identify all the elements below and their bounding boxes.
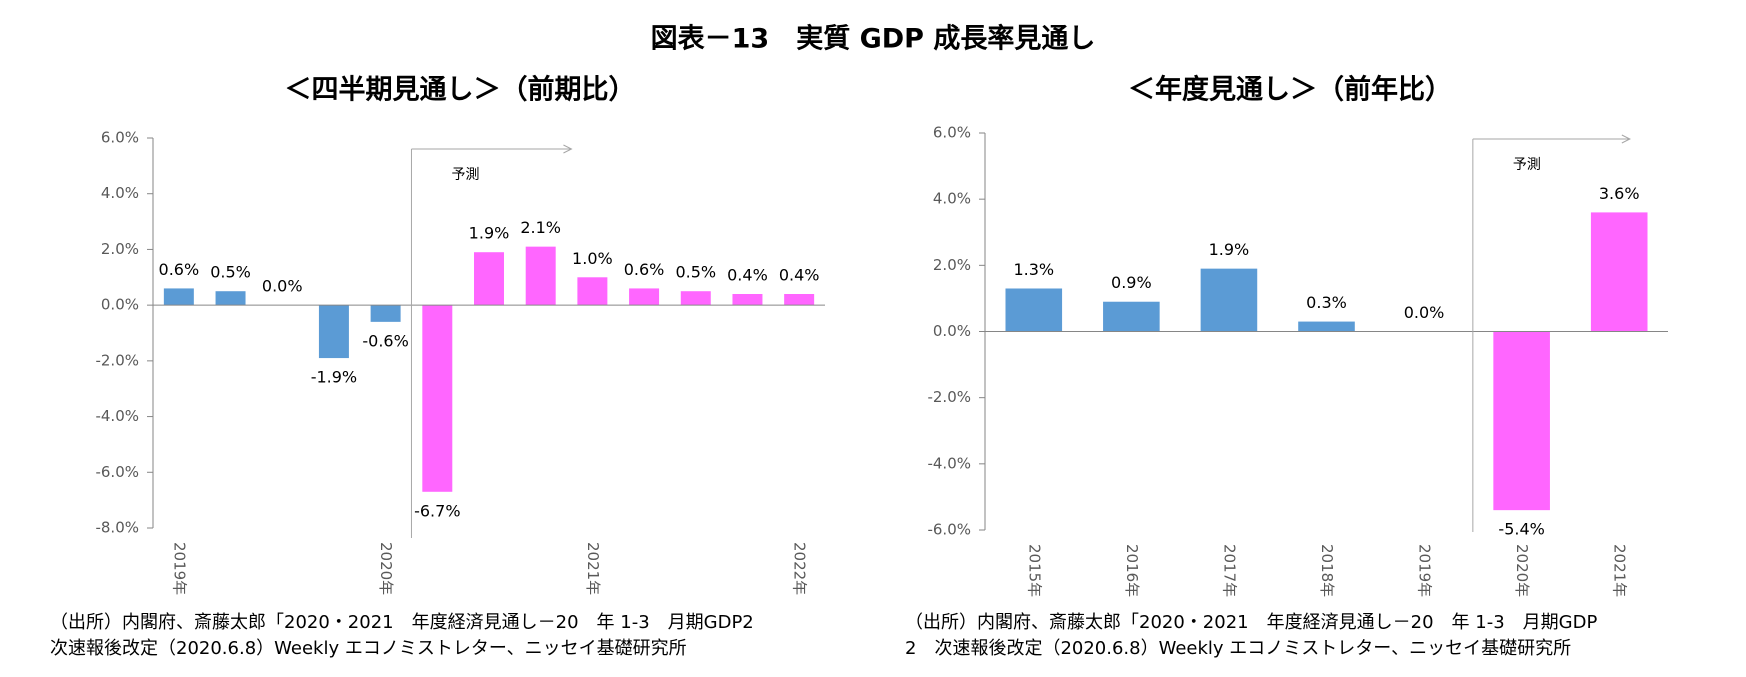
- y-tick-label: -8.0%: [95, 519, 139, 537]
- chart-title: ＜四半期見通し＞（前期比）: [285, 74, 636, 106]
- y-tick-label: 2.0%: [101, 240, 139, 258]
- forecast-arrowhead: [1621, 134, 1631, 144]
- value-label: 1.3%: [1013, 260, 1054, 279]
- forecast-label: 予測: [1513, 157, 1541, 173]
- source-note: 2 次速報後改定（2020.6.8）Weekly エコノミストレター、ニッセイ基…: [905, 638, 1571, 659]
- value-label: 0.5%: [210, 263, 251, 282]
- y-tick-label: 0.0%: [101, 296, 139, 314]
- bar: [525, 246, 556, 306]
- forecast-arrowhead: [563, 144, 573, 154]
- y-tick-label: 4.0%: [101, 184, 139, 202]
- x-tick-label: 2018年: [1318, 544, 1336, 597]
- chart-title: ＜年度見通し＞（前年比）: [1128, 74, 1452, 106]
- y-tick-label: 0.0%: [933, 322, 971, 340]
- bar: [577, 277, 608, 306]
- value-label: -1.9%: [311, 368, 357, 387]
- bar: [1200, 268, 1258, 332]
- value-label: -0.6%: [362, 331, 408, 350]
- source-note: （出所）内閣府、斎藤太郎「2020・2021 年度経済見通し－20 年 1-3 …: [50, 612, 754, 633]
- value-label: 0.4%: [727, 266, 768, 285]
- bar: [1005, 288, 1063, 332]
- y-tick-label: -4.0%: [927, 454, 971, 472]
- value-label: 0.4%: [779, 266, 820, 285]
- source-note: 次速報後改定（2020.6.8）Weekly エコノミストレター、ニッセイ基礎研…: [50, 638, 687, 659]
- bar: [680, 291, 711, 306]
- forecast-label: 予測: [451, 167, 479, 183]
- y-tick-label: -6.0%: [95, 463, 139, 481]
- value-label: 0.5%: [675, 263, 716, 282]
- y-tick-label: -2.0%: [95, 351, 139, 369]
- bar: [474, 252, 504, 306]
- value-label: -6.7%: [414, 501, 460, 520]
- value-label: 0.9%: [1111, 273, 1152, 292]
- value-label: 0.0%: [262, 277, 303, 296]
- y-tick-label: 6.0%: [933, 124, 971, 142]
- bar: [784, 294, 815, 306]
- value-label: 1.0%: [572, 249, 613, 268]
- bar: [629, 288, 660, 306]
- x-tick-label: 2015年: [1025, 544, 1043, 597]
- value-label: 1.9%: [469, 224, 510, 243]
- x-tick-label: 2019年: [1416, 544, 1434, 597]
- y-tick-label: -6.0%: [927, 521, 971, 539]
- value-label: 1.9%: [1209, 240, 1250, 259]
- bar: [215, 291, 246, 306]
- bar: [1590, 212, 1648, 332]
- bar: [163, 288, 194, 306]
- y-tick-label: -2.0%: [927, 388, 971, 406]
- value-label: 0.6%: [624, 260, 665, 279]
- x-tick-label: 2021年: [1611, 544, 1629, 597]
- value-label: 3.6%: [1599, 184, 1640, 203]
- x-tick-label: 2016年: [1123, 544, 1141, 597]
- y-tick-label: 4.0%: [933, 190, 971, 208]
- y-tick-label: 6.0%: [101, 129, 139, 147]
- bar: [422, 305, 453, 492]
- bar: [318, 305, 349, 359]
- x-tick-label: 2020年: [377, 542, 395, 595]
- bar: [732, 294, 763, 306]
- source-note: （出所）内閣府、斎藤太郎「2020・2021 年度経済見通し－20 年 1-3 …: [905, 612, 1597, 633]
- bar: [1493, 331, 1550, 511]
- x-tick-label: 2017年: [1220, 544, 1238, 597]
- bar: [370, 305, 401, 322]
- value-label: 0.3%: [1306, 293, 1347, 312]
- page-title: 図表－13 実質 GDP 成長率見通し: [651, 23, 1096, 55]
- x-tick-label: 2021年: [584, 542, 602, 595]
- x-tick-label: 2019年: [170, 542, 188, 595]
- bar: [1298, 321, 1355, 332]
- y-tick-label: 2.0%: [933, 256, 971, 274]
- y-tick-label: -4.0%: [95, 407, 139, 425]
- x-tick-label: 2022年: [791, 542, 809, 595]
- x-tick-label: 2020年: [1513, 544, 1531, 597]
- value-label: 0.6%: [159, 260, 200, 279]
- bar: [1103, 301, 1160, 332]
- value-label: 0.0%: [1404, 303, 1445, 322]
- value-label: -5.4%: [1498, 520, 1544, 539]
- value-label: 2.1%: [520, 218, 561, 237]
